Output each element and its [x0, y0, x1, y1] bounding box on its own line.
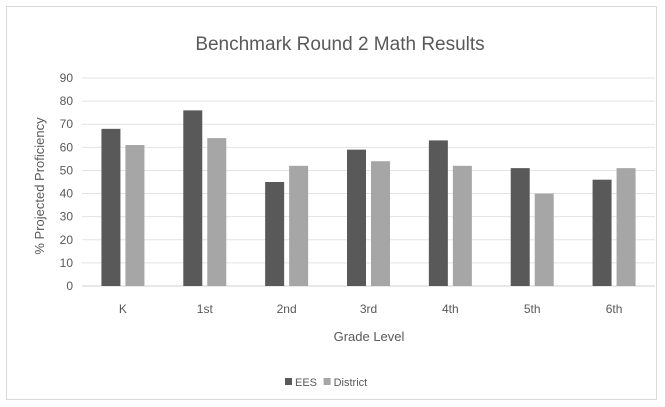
y-tick-label: 0 — [66, 279, 73, 293]
y-tick-label: 40 — [60, 187, 74, 201]
bar-district-4th — [452, 165, 472, 286]
x-tick-label: 2nd — [277, 302, 297, 316]
x-axis-title: Grade Level — [334, 329, 405, 344]
x-tick-label: 3rd — [360, 302, 377, 316]
bar-ees-6th — [592, 179, 612, 286]
bar-district-1st — [207, 138, 227, 286]
bar-district-3rd — [371, 161, 390, 286]
bar-district-6th — [616, 168, 636, 286]
chart-title: Benchmark Round 2 Math Results — [195, 34, 484, 55]
bar-ees-2nd — [265, 182, 285, 286]
y-tick-label: 80 — [60, 94, 74, 108]
y-tick-label: 20 — [60, 233, 74, 247]
bars — [101, 110, 636, 286]
x-tick-label: K — [119, 302, 127, 316]
y-tick-label: 30 — [60, 210, 74, 224]
y-axis-ticks: 0 10 20 30 40 50 60 70 80 90 — [60, 71, 74, 293]
legend: EES District — [285, 377, 367, 389]
legend-swatch-ees — [285, 378, 292, 385]
y-tick-label: 70 — [60, 117, 74, 131]
legend-label-district: District — [334, 377, 368, 389]
legend-label-ees: EES — [295, 377, 317, 389]
bar-ees-3rd — [347, 149, 366, 286]
bar-district-5th — [534, 193, 554, 286]
y-tick-label: 90 — [60, 71, 74, 85]
x-tick-label: 5th — [524, 302, 541, 316]
x-tick-label: 4th — [442, 302, 459, 316]
x-tick-label: 6th — [606, 302, 623, 316]
bar-district-k — [125, 145, 145, 286]
bar-ees-5th — [510, 168, 530, 286]
y-tick-label: 50 — [60, 163, 74, 177]
x-axis-ticks: K 1st 2nd 3rd 4th 5th 6th — [119, 302, 622, 316]
y-tick-label: 10 — [60, 256, 74, 270]
x-tick-label: 1st — [197, 302, 214, 316]
bar-ees-1st — [183, 110, 203, 286]
bar-district-2nd — [289, 165, 309, 286]
legend-swatch-district — [323, 378, 331, 385]
y-tick-label: 60 — [60, 140, 74, 154]
bar-ees-4th — [428, 140, 448, 286]
bar-ees-k — [101, 128, 121, 286]
gridlines — [82, 77, 655, 287]
y-axis-title: % Projected Proficiency — [32, 117, 47, 255]
